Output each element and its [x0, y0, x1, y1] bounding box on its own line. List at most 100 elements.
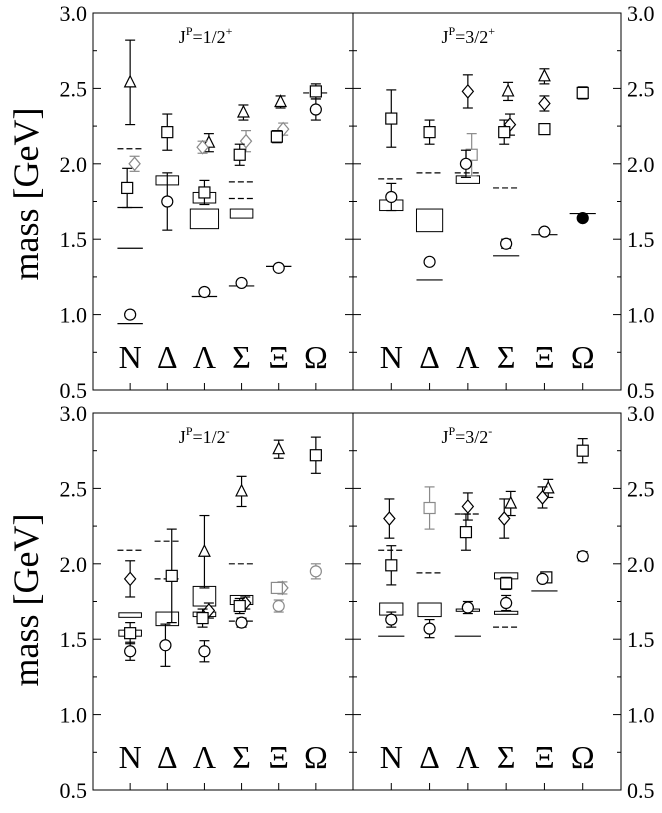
y-tick-label: 2.5 [627, 476, 655, 501]
marker-circle [235, 616, 248, 629]
marker-triangle [504, 495, 518, 509]
y-tick-label: 0.5 [60, 778, 88, 803]
marker-square [500, 577, 513, 590]
panel-jp-three-half-minus: 0.5 1.0 1.5 2.0 2.5 3.0 N Δ Λ Σ Ξ Ω JP=3/2- [352, 401, 655, 803]
marker-circle [161, 195, 174, 208]
y-tick-label: 0.5 [60, 378, 88, 403]
marker-square [233, 148, 246, 161]
marker-triangle [236, 104, 250, 118]
marker-circle [536, 572, 549, 585]
x-category-label: Ω [571, 739, 595, 775]
marker-square [270, 581, 283, 595]
title-j: J [441, 427, 448, 447]
marker-square [423, 501, 436, 515]
y-tick-label: 2.0 [627, 552, 655, 577]
marker-circle [459, 157, 473, 170]
x-category-label: Ω [304, 739, 328, 775]
title-parity: - [488, 424, 492, 438]
marker-circle [309, 565, 322, 578]
title-parity: + [226, 24, 233, 38]
y-tick-label: 0.5 [627, 778, 655, 803]
x-category-label: Σ [232, 339, 251, 375]
marker-square [498, 126, 511, 139]
y-tick-label: 1.5 [60, 227, 88, 252]
marker-triangle [123, 74, 137, 88]
marker-circle [423, 255, 436, 268]
x-category-label: Ω [304, 339, 328, 375]
x-category-label: N [119, 339, 142, 375]
marker-square [124, 627, 137, 640]
marker-triangle [537, 68, 551, 82]
marker-diamond [196, 139, 209, 155]
marker-triangle [197, 543, 211, 557]
y-tick-label: 2.0 [60, 152, 88, 177]
expt-box [415, 208, 444, 233]
marker-circle [272, 599, 285, 613]
marker-diamond [123, 571, 137, 587]
marker-diamond [128, 156, 141, 172]
marker-diamond [383, 511, 396, 526]
marker-diamond [461, 83, 475, 99]
panel-title: JP=1/2- [179, 424, 230, 447]
marker-circle [385, 190, 398, 204]
title-p: P [186, 424, 193, 438]
marker-circle [309, 103, 322, 116]
y-tick-label: 2.5 [60, 476, 88, 501]
panel-title: JP=3/2+ [441, 24, 495, 47]
y-tick-label: 3.0 [60, 401, 88, 426]
y-axis-label-top: mass [GeV] [6, 108, 46, 281]
marker-triangle [235, 483, 249, 497]
title-parity: - [226, 424, 230, 438]
panel-jp-half-minus: 0.5 1.0 1.5 2.0 2.5 3.0 N Δ Λ Σ Ξ Ω JP=1/2- [60, 401, 354, 803]
marker-diamond [536, 490, 549, 505]
y-axis-label-bottom: mass [GeV] [6, 514, 46, 687]
marker-circle [198, 645, 211, 658]
title-value: =3/2 [455, 427, 488, 447]
expt-box [189, 208, 220, 230]
title-p: P [186, 24, 193, 38]
marker-circle [124, 645, 137, 658]
title-p: P [448, 24, 455, 38]
marker-square [233, 599, 246, 613]
x-category-label: N [380, 339, 403, 375]
panel-title: JP=1/2+ [179, 24, 233, 47]
marker-circle [461, 601, 474, 614]
marker-circle [538, 225, 551, 238]
marker-square [196, 611, 209, 625]
panel-title: JP=3/2- [441, 424, 492, 447]
title-value: =1/2 [193, 427, 226, 447]
marker-circle [576, 550, 589, 563]
panel-jp-three-half-plus: 0.5 1.0 1.5 2.0 2.5 3.0 N Δ Λ Σ Ξ Ω JP=3/2+ [352, 1, 655, 403]
marker-triangle [272, 441, 286, 455]
marker-square [459, 526, 473, 539]
x-category-label: Ξ [534, 739, 555, 775]
y-tick-label: 0.5 [627, 378, 655, 403]
title-value: =1/2 [193, 27, 226, 47]
expt-box [229, 208, 254, 219]
y-tick-label: 2.5 [627, 76, 655, 101]
expt-box [494, 610, 519, 615]
marker-circle [124, 308, 137, 321]
marker-square [309, 449, 322, 462]
marker-square [198, 186, 211, 199]
marker-diamond [538, 96, 551, 111]
marker-circle [159, 639, 172, 652]
panel-jp-half-plus: 0.5 1.0 1.5 2.0 2.5 3.0 N Δ Λ Σ Ξ Ω JP=1/2+ [60, 1, 354, 403]
y-tick-label: 1.0 [60, 303, 88, 328]
y-tick-label: 1.0 [627, 703, 655, 728]
x-category-label: Σ [232, 739, 251, 775]
expt-box [118, 612, 142, 618]
x-category-label: Σ [497, 339, 516, 375]
x-category-label: Λ [456, 739, 479, 775]
y-tick-label: 1.5 [60, 627, 88, 652]
y-tick-label: 3.0 [627, 401, 655, 426]
title-j: J [179, 427, 186, 447]
marker-diamond [461, 499, 475, 514]
title-j: J [179, 27, 186, 47]
x-category-label: Δ [157, 339, 178, 375]
x-category-label: Ξ [268, 739, 289, 775]
title-j: J [441, 27, 448, 47]
marker-square [576, 444, 589, 457]
marker-square [576, 86, 589, 100]
x-category-label: Δ [419, 339, 440, 375]
